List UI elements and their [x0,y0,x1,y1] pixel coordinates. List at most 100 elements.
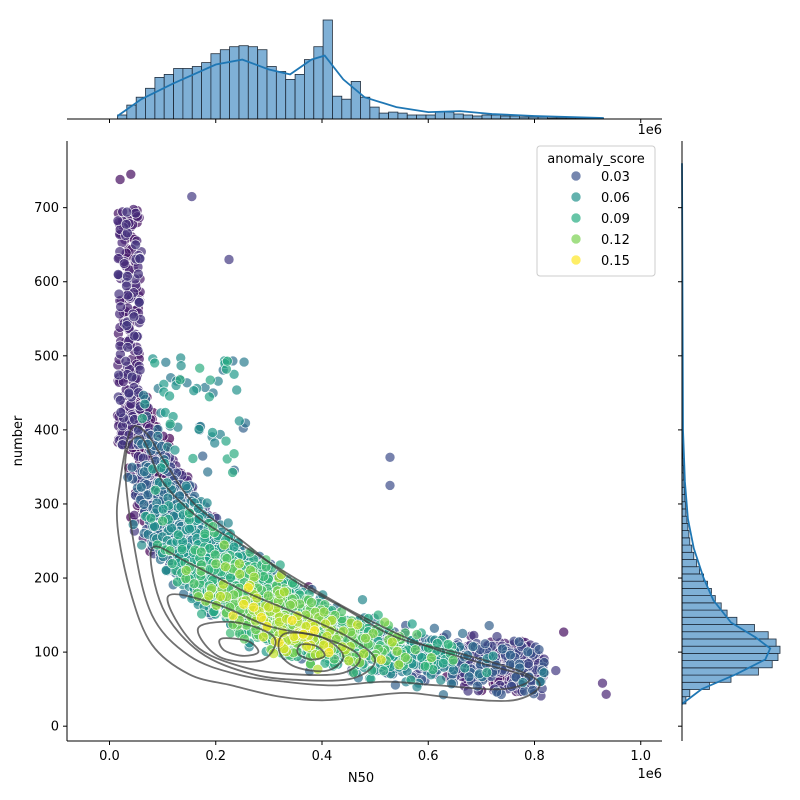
scatter-point [120,355,132,367]
scatter-point [187,453,199,464]
scatter-point [533,644,545,655]
legend-marker [570,170,582,182]
right-histogram-bar [681,515,688,524]
right-histogram-bar [681,609,728,618]
scatter-point [194,362,205,374]
legend-marker [570,233,582,245]
scatter-point [123,387,135,399]
top-marginal-histogram [67,19,662,123]
scatter-point [318,639,330,651]
scatter-point [174,374,186,386]
top-histogram-bar [294,74,305,120]
density-contours [115,425,541,702]
scatter-point [112,269,124,280]
legend-marker [570,191,582,203]
legend-box [536,145,656,277]
top-histogram-bar [322,19,333,120]
top-histogram-bar [453,113,464,120]
scatter-point [149,357,160,369]
x-tick-label: 0.6 [418,749,439,764]
density-contour-line [115,425,541,702]
scatter-point [205,374,216,386]
scatter-point [121,320,133,331]
scatter-point [113,369,124,381]
y-tick-label: 500 [34,349,59,364]
y-tick-label: 600 [34,275,59,290]
scatter-point [505,649,516,661]
legend-label: 0.06 [601,191,630,206]
scatter-point [120,219,132,230]
density-contour-line [124,435,531,691]
scatter-point [248,571,260,583]
scatter-point [411,629,423,640]
right-histogram-bar [681,645,781,654]
top-histogram-bar [238,45,249,120]
scatter-point [139,398,151,410]
scatter-point [121,206,133,218]
scatter-point [132,345,144,357]
scatter-point [113,288,125,300]
scatter-point [114,174,126,185]
density-contour-line [296,643,326,661]
scatter-point [419,660,431,672]
density-contour-line [277,631,345,673]
scatter-point [384,451,396,463]
scatter-point [238,598,249,610]
x-tick-label: 0.4 [312,749,333,764]
scatter-point [196,546,207,558]
top-histogram-bar [332,95,343,120]
scatter-point [234,568,246,580]
top-histogram-bar [444,111,455,120]
scatter-point [399,652,411,663]
scatter-point [152,430,164,442]
top-histogram-bar [275,71,287,120]
top-histogram-bar [154,77,165,120]
scatter-point [513,636,525,648]
scatter-point [375,654,387,666]
scatter-point [202,466,213,478]
scatter-point [487,650,499,662]
scatter-point [133,297,145,308]
top-histogram-bar [416,114,427,120]
scatter-point [352,619,363,631]
y-tick-label: 200 [34,572,59,587]
legend-marker [570,254,582,266]
scatter-point [133,268,144,280]
y-tick-label: 100 [34,646,59,661]
scatter-point [558,626,570,638]
scatter-point [550,665,562,676]
scatter-point [256,612,267,623]
top-histogram-bar [490,114,502,120]
scatter-point [157,503,169,515]
scatter-point [223,254,235,265]
scatter-point [126,371,138,383]
scatter-point [238,356,250,368]
x-tick-label: 1.0 [630,749,651,764]
scatter-point [184,507,195,519]
top-histogram-bar [406,114,417,120]
scatter-point [497,643,508,655]
scatter-point [209,437,220,449]
scatter-point [367,628,379,639]
scatter-point [262,590,274,602]
scatter-point [126,461,138,473]
scatter-point [130,239,141,251]
x-tick-label: 0.8 [524,749,545,764]
scatter-point [150,484,161,496]
scatter-point [393,659,405,671]
scatter-point [442,638,454,650]
scatter-point [222,517,234,529]
scatter-point [220,435,232,447]
scatter-point [207,427,218,438]
y-tick-label: 0 [51,720,59,735]
scatter-point [358,648,370,660]
scatter-point [136,539,147,551]
legend-marker [570,212,582,224]
legend-label: 0.12 [601,233,630,248]
scatter-point [186,191,198,202]
top-histogram-bar [378,112,389,120]
right-histogram-bar [681,573,705,582]
density-contour-line [196,620,277,663]
scatter-point [134,253,146,265]
